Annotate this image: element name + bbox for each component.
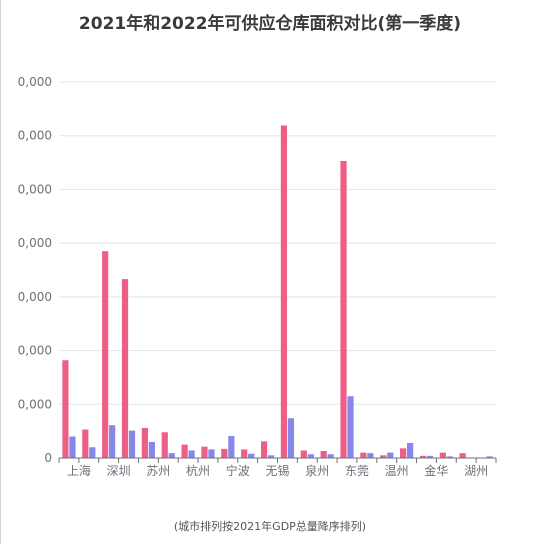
bar-2022: [347, 396, 354, 458]
y-tick-label: 0,000: [18, 344, 52, 358]
bar-2022: [148, 441, 155, 458]
bar-2021: [320, 451, 327, 458]
bar-2021: [221, 448, 228, 458]
bar-2021: [102, 251, 109, 458]
bar-2021: [380, 455, 387, 458]
bar-2021: [181, 444, 188, 458]
x-category-label: 金华: [424, 463, 448, 478]
y-tick-label: 0,000: [18, 182, 52, 196]
x-axis-labels: 上海 深圳 苏州 杭州 宁波 无锡 泉州 东莞 温州 金华 湖州: [67, 463, 488, 478]
bar-2021: [400, 448, 407, 458]
bar-2022: [128, 430, 136, 458]
bar-2022: [248, 453, 255, 458]
bar-2022: [208, 449, 215, 458]
bar-2021: [439, 452, 446, 458]
bar-2021: [141, 427, 148, 458]
bar-2021: [260, 441, 268, 458]
y-tick-label: 0,000: [18, 75, 52, 89]
bar-2021: [459, 453, 466, 458]
bar-2021: [300, 450, 307, 458]
x-axis: [58, 457, 497, 463]
x-category-label: 深圳: [107, 464, 131, 478]
y-tick-label: 0,000: [18, 290, 52, 304]
bar-2022: [486, 456, 493, 458]
bar-2021: [82, 429, 89, 458]
bar-2021: [280, 125, 288, 458]
bar-2021: [241, 449, 248, 458]
bar-2022: [109, 425, 116, 458]
bar-2021: [419, 455, 427, 458]
bar-2022: [387, 452, 394, 458]
y-axis-ticks: 0 0,000 0,000 0,000 0,000 0,000 0,000 0,000: [18, 75, 52, 465]
bar-2022: [407, 442, 414, 458]
bar-2022: [446, 456, 453, 458]
y-tick-label: 0,000: [18, 397, 52, 411]
x-category-label: 温州: [385, 464, 409, 478]
y-tick-label: 0,000: [18, 236, 52, 250]
y-tick-label: 0,000: [18, 129, 52, 143]
bar-2022: [228, 435, 235, 458]
y-tick-label: 0: [44, 451, 52, 465]
bar-2022: [367, 453, 374, 458]
x-category-label: 上海: [67, 463, 91, 478]
bar-2021: [360, 452, 367, 458]
bar-2022: [89, 447, 96, 458]
bar-2022: [426, 455, 434, 458]
chart-title: 2021年和2022年可供应仓库面积对比(第一季度): [78, 14, 462, 34]
bars: [62, 125, 493, 458]
x-category-label: 苏州: [146, 464, 170, 478]
left-border: [0, 0, 1, 544]
bar-2022: [287, 418, 295, 458]
bar-2022: [69, 436, 76, 458]
bar-2021: [62, 360, 69, 458]
x-category-label: 东莞: [345, 464, 369, 478]
bar-2021: [340, 160, 347, 458]
x-category-label: 无锡: [265, 463, 289, 478]
bar-2021: [201, 446, 208, 458]
grid-lines: [59, 81, 496, 405]
bar-2022: [307, 454, 314, 458]
x-category-label: 杭州: [186, 463, 210, 478]
bar-2022: [188, 450, 195, 458]
x-category-label: 宁波: [226, 463, 250, 478]
bar-2022: [267, 455, 275, 458]
x-category-label: 湖州: [464, 463, 488, 478]
bar-2022: [327, 454, 334, 458]
bar-2021: [161, 432, 168, 458]
footnote: (城市排列按2021年GDP总量降序排列): [173, 520, 367, 533]
x-category-label: 泉州: [305, 464, 329, 478]
bar-2022: [168, 453, 175, 458]
bar-2021: [121, 279, 129, 458]
